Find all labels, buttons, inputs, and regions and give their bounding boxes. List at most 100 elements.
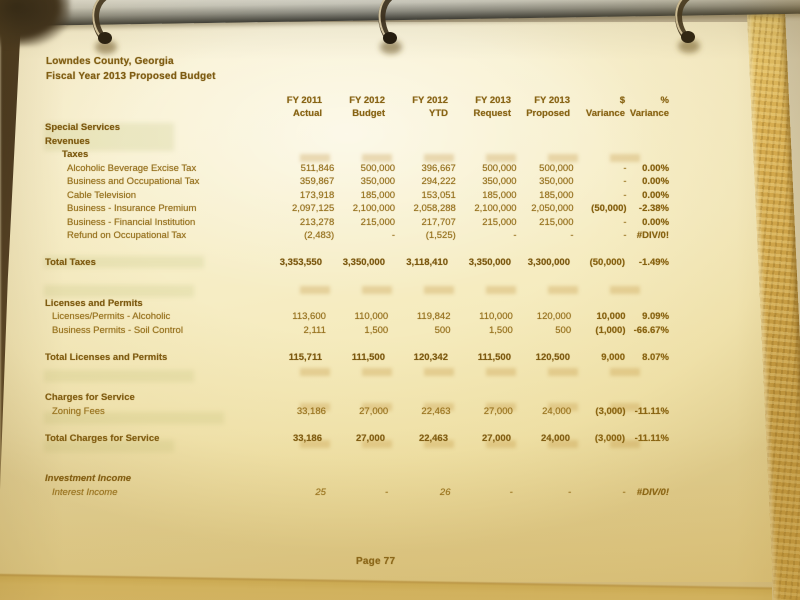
cell: 500,000 [539, 162, 574, 174]
cell: -1.49% [638, 257, 669, 268]
binder-ring-icon [378, 0, 402, 54]
column-header: % Variance [629, 95, 669, 119]
cell: 113,600 [292, 311, 326, 322]
bleed-through-smudge [300, 440, 670, 448]
row-label: Interest Income [52, 486, 118, 498]
cell: 110,000 [479, 311, 513, 322]
cell: 213,278 [299, 216, 335, 228]
cell [322, 121, 385, 135]
cell: 500 [555, 324, 572, 336]
cell: -11.11% [634, 405, 670, 417]
cell: 27,000 [481, 432, 511, 444]
cell: #DIV/0! [636, 230, 670, 241]
cell: 119,842 [416, 311, 451, 322]
cell: 120,342 [413, 351, 448, 363]
cell: - [623, 176, 627, 187]
cell: 215,000 [482, 216, 517, 228]
cell [454, 148, 515, 162]
table-spacer-row [45, 445, 669, 459]
table-row: Licenses/Permits - Alcoholic 113,600 110,0… [45, 310, 669, 324]
table-row: Business - Financial Institution 213,278 2… [45, 216, 669, 230]
highlighter-ghost [44, 256, 204, 268]
row-label: Cable Television [67, 189, 137, 201]
cell: 10,000 [596, 311, 626, 322]
bleed-through-smudge [300, 286, 670, 294]
row-label: Charges for Service [45, 392, 135, 403]
header-spacer [45, 94, 258, 121]
cell: 2,050,000 [531, 203, 574, 214]
column-header: FY 2011 Actual [286, 95, 322, 119]
cell: - [385, 486, 389, 498]
table-spacer-row [45, 337, 669, 351]
bleed-through-smudge [300, 154, 670, 162]
table-spacer-row [45, 418, 669, 432]
row-label: Licenses and Permits [45, 297, 143, 309]
column-header: FY 2013 Request [473, 95, 511, 119]
cell: 33,186 [292, 432, 322, 444]
cell [573, 148, 627, 162]
cell: 1,500 [364, 324, 389, 336]
cell [331, 148, 392, 162]
cell: (2,483) [304, 230, 335, 241]
cell: 22,463 [418, 432, 448, 444]
cell: 120,000 [536, 311, 572, 322]
cell: 3,350,000 [468, 257, 511, 268]
cell: 111,500 [477, 351, 511, 363]
table-row: Taxes [45, 148, 669, 162]
cell [570, 121, 625, 135]
table-row: Zoning Fees 33,186 27,000 22,463 27,000 24,00… [45, 405, 669, 419]
cell: 185,000 [539, 189, 574, 201]
row-label: Refund on Occupational Tax [67, 230, 187, 241]
row-label: Taxes [62, 149, 89, 160]
cell: - [509, 486, 513, 498]
table-row: Revenues [45, 135, 669, 149]
cell [322, 391, 385, 405]
cell [258, 391, 322, 405]
cell [269, 148, 331, 162]
table-spacer-row [45, 283, 669, 297]
row-label: Business Permits - Soil Control [52, 324, 183, 336]
cell: - [622, 486, 626, 498]
table-body: Special Services Revenues Taxes Alcoholic B… [45, 121, 669, 499]
column-header: $ Variance [585, 95, 625, 119]
cell [626, 148, 669, 162]
cell [448, 391, 511, 405]
cell: 2,097,125 [291, 203, 335, 214]
highlighter-ghost [44, 440, 174, 452]
cell: 294,222 [421, 176, 456, 187]
cell [511, 472, 570, 486]
cell: 350,000 [539, 176, 574, 187]
cell: 3,353,550 [279, 257, 322, 268]
column-header: FY 2012 YTD [412, 95, 448, 119]
highlighter-ghost [44, 123, 174, 151]
cell: - [623, 162, 627, 174]
cell [625, 391, 669, 405]
cell: 185,000 [360, 189, 396, 201]
paper-page [0, 22, 772, 582]
bleed-through-smudge [300, 368, 670, 376]
cell [625, 121, 669, 135]
cell: 24,000 [542, 405, 572, 417]
table-header-row: FY 2011 Actual FY 2012 Budget FY 2012 YTD FY 2… [45, 94, 669, 121]
table-row: Business and Occupational Tax 359,867 350,… [45, 175, 669, 189]
cell: (3,000) [594, 432, 625, 444]
bleed-through-smudge [300, 403, 670, 411]
cell: 500,000 [360, 162, 396, 174]
row-label: Business - Financial Institution [67, 216, 196, 228]
cell: - [623, 189, 627, 201]
cell [448, 135, 511, 149]
binder-corner-shadow [0, 0, 70, 46]
cell: 27,000 [483, 405, 513, 417]
binder-ring-icon [92, 0, 117, 54]
cell: - [623, 230, 627, 241]
cell [258, 297, 322, 311]
cell: 396,667 [421, 162, 456, 174]
cell [570, 391, 625, 405]
cell: 33,186 [296, 405, 326, 417]
highlighter-ghost [44, 285, 194, 297]
cell [511, 121, 570, 135]
cell [385, 297, 448, 311]
row-label: Total Charges for Service [45, 432, 160, 444]
cell: 153,051 [421, 189, 456, 201]
